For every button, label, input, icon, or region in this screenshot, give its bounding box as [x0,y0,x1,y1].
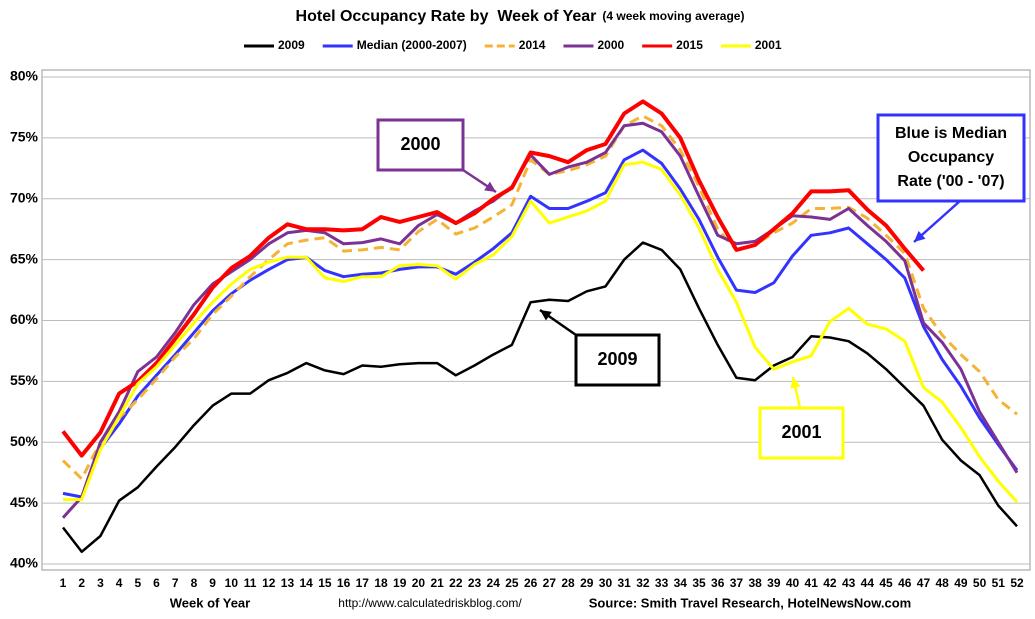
legend-label: 2009 [278,38,305,52]
x-axis-label: Week of Year [170,595,250,610]
x-tick-label: 3 [97,576,104,590]
annotation-text: 2009 [597,349,637,369]
annotation-box [876,113,1026,203]
x-tick-label: 25 [505,576,519,590]
x-tick-label: 44 [861,576,875,590]
annotation-text: Rate ('00 - '07) [897,173,1004,190]
arrow-head [540,310,552,321]
series-line [62,148,1019,499]
legend-label: 2000 [597,38,624,52]
x-tick-label: 35 [692,576,706,590]
x-tick-label: 48 [935,576,949,590]
x-tick-label: 13 [281,576,295,590]
x-tick-label: 37 [730,576,744,590]
x-tick-label: 23 [468,576,482,590]
legend-label: 2014 [519,38,546,52]
x-tick-label: 15 [318,576,332,590]
x-tick-label: 36 [711,576,725,590]
x-tick-label: 10 [225,576,239,590]
x-tick-label: 43 [842,576,856,590]
y-tick-label: 80% [10,68,39,84]
arrow-head [790,377,801,389]
x-tick-label: 31 [617,576,631,590]
source: Source: Smith Travel Research, HotelNews… [589,595,911,610]
x-tick-label: 50 [973,576,987,590]
annotation-text: Blue is Median [895,125,1007,142]
legend-label: 2015 [676,38,703,52]
x-tick-label: 51 [992,576,1006,590]
x-tick-label: 16 [337,576,351,590]
x-tick-label: 40 [786,576,800,590]
y-tick-label: 75% [10,129,39,145]
x-tick-label: 20 [412,576,426,590]
annotation-box [758,406,845,460]
url: http://www.calculatedriskblog.com/ [338,596,522,610]
x-tick-label: 45 [879,576,893,590]
x-tick-label: 4 [116,576,123,590]
x-tick-label: 2 [78,576,85,590]
x-tick-label: 17 [356,576,370,590]
series-line [61,99,926,458]
x-tick-label: 18 [374,576,388,590]
legend-label: 2001 [755,38,782,52]
chart-subtitle: (4 week moving average) [602,9,744,23]
x-tick-label: 9 [209,576,216,590]
x-tick-label: 27 [543,576,557,590]
x-tick-label: 1 [60,576,67,590]
legend-label: Median (2000-2007) [357,38,467,52]
x-tick-label: 21 [430,576,444,590]
x-tick-label: 14 [299,576,313,590]
x-tick-label: 33 [655,576,669,590]
arrow-head [914,230,926,242]
y-tick-label: 60% [10,311,39,327]
x-tick-label: 22 [449,576,463,590]
annotation-box [376,118,465,172]
x-tick-label: 34 [674,576,688,590]
x-tick-label: 26 [524,576,538,590]
x-tick-label: 7 [172,576,179,590]
y-tick-label: 65% [10,250,39,266]
x-tick-label: 19 [393,576,407,590]
y-tick-label: 70% [10,189,39,205]
y-tick-label: 40% [10,555,39,571]
series-line [63,160,1019,503]
x-tick-label: 42 [823,576,837,590]
x-tick-label: 30 [599,576,613,590]
x-tick-label: 46 [898,576,912,590]
chart-title-group: Hotel Occupancy Rate by Week of Year (4 w… [296,8,745,25]
x-tick-label: 5 [134,576,141,590]
y-tick-label: 50% [10,433,39,449]
x-tick-label: 29 [580,576,594,590]
chart-title: Hotel Occupancy Rate by Week of Year [296,8,597,25]
annotation-box [574,333,661,387]
series-line [62,241,1018,554]
x-tick-label: 8 [191,576,198,590]
x-tick-label: 52 [1010,576,1024,590]
y-tick-label: 55% [10,372,39,388]
x-tick-label: 41 [805,576,819,590]
annotation-text: Occupancy [908,149,994,166]
x-tick-label: 28 [561,576,575,590]
x-tick-label: 47 [917,576,931,590]
x-tick-label: 12 [262,576,276,590]
y-tick-label: 45% [10,494,39,510]
x-tick-label: 32 [636,576,650,590]
x-tick-label: 38 [748,576,762,590]
x-tick-label: 39 [767,576,781,590]
x-tick-label: 11 [244,576,257,590]
x-tick-label: 24 [487,576,501,590]
x-tick-label: 6 [153,576,160,590]
annotation-text: 2000 [400,134,440,154]
annotation-text: 2001 [781,422,821,442]
x-tick-label: 49 [954,576,968,590]
arrow-head [484,181,496,192]
